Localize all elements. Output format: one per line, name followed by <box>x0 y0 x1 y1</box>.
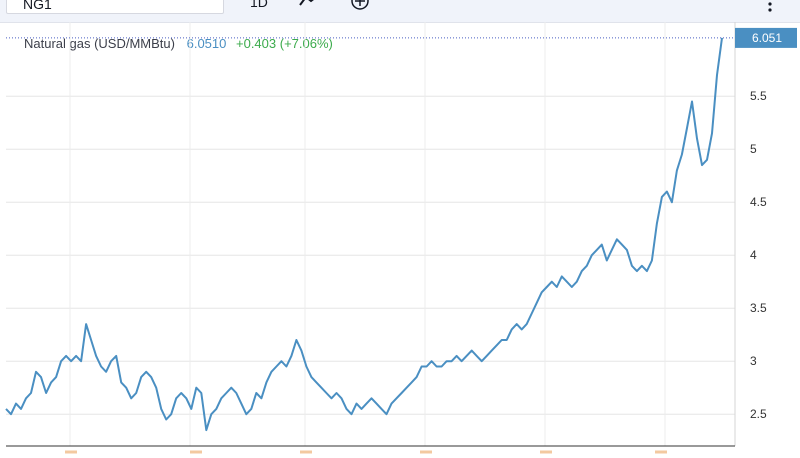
y-tick-label: 4 <box>750 248 757 262</box>
y-tick-label: 4.5 <box>750 195 767 209</box>
line-chart-icon[interactable] <box>298 0 322 11</box>
y-tick-label: 3 <box>750 354 757 368</box>
symbol-input[interactable]: NG1 <box>6 0 224 14</box>
y-tick-label: 3.5 <box>750 301 767 315</box>
y-tick-label: 5.5 <box>750 89 767 103</box>
chart-toolbar: NG1 1D <box>0 0 800 23</box>
plus-circle-icon[interactable] <box>350 0 370 14</box>
last-price: 6.0510 <box>186 36 227 51</box>
interval-button[interactable]: 1D <box>250 0 268 10</box>
price-line <box>5 37 723 432</box>
chart-legend: Natural gas (USD/MMBtu) 6.0510 +0.403 (+… <box>24 36 333 51</box>
y-tick-label: 5 <box>750 142 757 156</box>
last-price-tag <box>735 27 797 48</box>
y-tick-label: 2.5 <box>750 407 767 421</box>
last-price-tag-label: 6.051 <box>752 31 782 45</box>
vertical-dots-icon[interactable] <box>764 0 776 15</box>
price-change: +0.403 (+7.06%) <box>236 36 333 51</box>
series-name: Natural gas (USD/MMBtu) <box>24 36 175 51</box>
